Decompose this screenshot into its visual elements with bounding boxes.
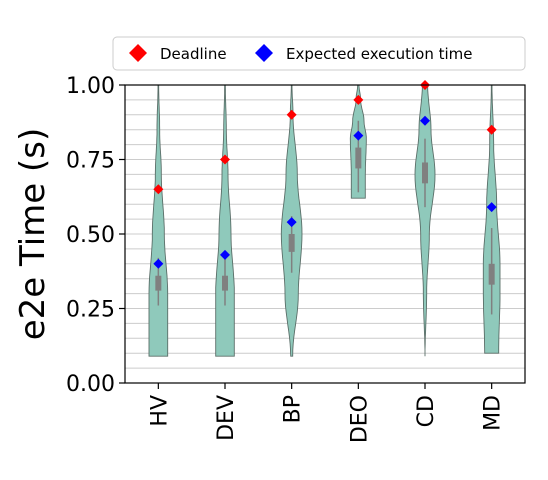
violin-HV — [148, 84, 169, 357]
box-DEV — [222, 275, 228, 291]
y-tick-label: 0.75 — [66, 149, 115, 174]
expected-marker-DEV — [220, 249, 230, 260]
y-axis-label: e2e Time (s) — [13, 128, 53, 341]
x-tick-label: DEV — [214, 395, 239, 441]
grid-lines — [125, 99, 525, 369]
x-tick-label: HV — [147, 395, 172, 427]
x-tick-label: CD — [414, 395, 439, 427]
violin-DEV — [215, 84, 235, 357]
legend-deadline-icon — [129, 44, 147, 62]
axes: 0.00 0.25 0.50 0.75 1.00 HV DEV BP DEO CD MD — [66, 74, 506, 443]
expected-marker-BP — [286, 217, 297, 228]
expected-marker-CD — [420, 115, 430, 126]
legend-expected-icon — [255, 44, 273, 62]
y-tick-label: 0.25 — [66, 298, 115, 323]
legend: Deadline Expected execution time — [112, 36, 526, 71]
expected-marker-HV — [153, 258, 164, 269]
y-tick-label: 1.00 — [66, 74, 115, 99]
box-HV — [155, 275, 162, 291]
x-tick-label: MD — [481, 395, 506, 431]
y-tick-label: 0.50 — [66, 223, 115, 248]
deadline-marker-DEV — [220, 154, 230, 165]
deadline-marker-HV — [153, 184, 164, 195]
legend-expected-label: Expected execution time — [286, 45, 473, 63]
markers — [153, 80, 497, 269]
deadline-marker-DEO — [353, 94, 364, 105]
expected-marker-DEO — [353, 130, 364, 141]
x-tick-label: DEO — [347, 395, 372, 443]
violins — [148, 84, 501, 357]
box-MD — [488, 263, 495, 285]
y-tick-label: 0.00 — [66, 372, 115, 397]
box-BP — [288, 234, 295, 252]
legend-deadline-label: Deadline — [160, 45, 227, 63]
expected-marker-MD — [486, 202, 497, 213]
box-DEO — [355, 147, 362, 169]
x-tick-label: BP — [281, 395, 306, 423]
deadline-marker-MD — [486, 124, 497, 135]
legend-box — [112, 36, 526, 71]
deadline-marker-BP — [286, 109, 297, 120]
box-plots — [155, 120, 495, 315]
box-CD — [422, 162, 428, 184]
